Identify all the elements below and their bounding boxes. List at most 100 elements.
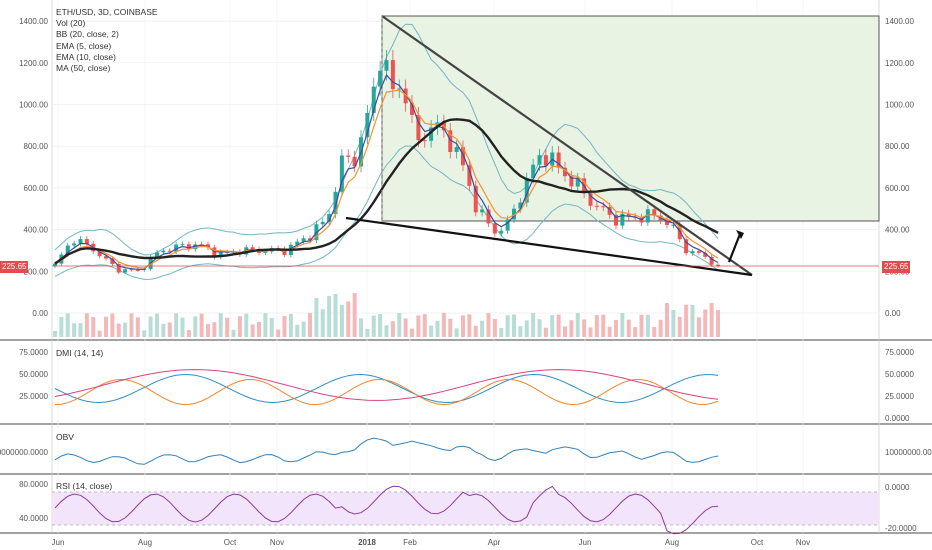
volume-bar xyxy=(231,329,236,337)
last-price-tag-left: 225.65 xyxy=(0,261,29,273)
volume-bar xyxy=(263,313,268,337)
volume-bar xyxy=(429,325,434,337)
volume-bar xyxy=(633,327,638,337)
dmi-tick-left: 75.0000 xyxy=(19,348,48,357)
candle-body xyxy=(378,70,383,87)
rsi-pane-label[interactable]: RSI (14, close) xyxy=(56,481,113,491)
legend-ema10[interactable]: EMA (10, close) xyxy=(56,51,116,62)
volume-bar xyxy=(295,324,300,337)
volume-bar xyxy=(422,314,427,337)
candle-body xyxy=(410,103,414,115)
candle-body xyxy=(486,209,491,224)
volume-bar xyxy=(441,313,446,337)
candle-body xyxy=(352,156,357,167)
breakout-arrow[interactable] xyxy=(727,230,744,263)
candle-body xyxy=(588,193,593,206)
candle-body xyxy=(295,241,300,245)
legend-symbol[interactable]: ETH/USD, 3D, COINBASE xyxy=(56,7,158,17)
volume-bar xyxy=(378,314,383,337)
volume-bar xyxy=(677,316,682,337)
volume-bar xyxy=(531,313,536,337)
dmi-tick-right: 25.0000 xyxy=(885,392,914,401)
candle-body xyxy=(512,208,516,220)
volume-bar xyxy=(59,316,64,337)
rsi-tick-left: 80.0000 xyxy=(19,480,48,489)
volume-bar xyxy=(518,326,523,337)
volume-bar xyxy=(199,313,204,337)
candle-body xyxy=(569,176,574,187)
volume-bar xyxy=(314,298,319,337)
legend-ema5[interactable]: EMA (5, close) xyxy=(56,40,112,51)
volume-bar xyxy=(716,310,720,337)
candle-body xyxy=(703,252,708,257)
volume-bar xyxy=(607,326,612,337)
candle-body xyxy=(620,213,625,226)
price-tick-left: 1200.00 xyxy=(19,59,48,68)
volume-bar xyxy=(639,314,644,337)
dmi-minus-line xyxy=(54,378,719,406)
dmi-tick-left: 50.0000 xyxy=(19,370,48,379)
candle-body xyxy=(53,263,57,267)
volume-bar xyxy=(569,320,574,337)
candle-body xyxy=(365,112,370,138)
obv-pane-label[interactable]: OBV xyxy=(56,432,74,442)
candle-body xyxy=(716,264,720,266)
candle-body xyxy=(671,224,676,226)
price-tick-right: 600.00 xyxy=(885,184,910,193)
time-tick: Nov xyxy=(796,538,810,547)
candle-body xyxy=(123,269,128,273)
candle-body xyxy=(84,239,89,244)
volume-bar xyxy=(53,331,57,337)
price-tick-right: 1000.00 xyxy=(885,101,914,110)
volume-bar xyxy=(684,304,689,337)
volume-bar xyxy=(473,325,478,337)
volume-bar xyxy=(390,321,395,337)
candle-body xyxy=(155,252,159,258)
legend-ma50[interactable]: MA (50, close) xyxy=(56,63,111,74)
volume-bar xyxy=(282,316,287,337)
volume-bar xyxy=(454,328,459,337)
volume-bar xyxy=(225,317,230,337)
candle-body xyxy=(250,247,255,250)
volume-bar xyxy=(435,320,440,337)
volume-bar xyxy=(104,316,108,337)
legend-bb[interactable]: BB (20, close, 2) xyxy=(56,29,119,40)
candle-body xyxy=(575,178,580,187)
price-tick-right: 400.00 xyxy=(885,226,910,235)
volume-bar xyxy=(563,326,567,337)
candle-body xyxy=(180,244,185,246)
obv-tick-right: 10000000.0000 xyxy=(885,448,932,457)
volume-bar xyxy=(397,313,402,337)
candle-body xyxy=(518,202,523,209)
candle-body xyxy=(709,256,714,265)
volume-bar xyxy=(352,293,357,337)
volume-bar xyxy=(512,314,516,337)
time-tick: Jun xyxy=(52,538,65,547)
candle-body xyxy=(104,256,108,259)
volume-bar xyxy=(556,314,561,337)
candle-body xyxy=(607,206,612,215)
candle-body xyxy=(652,209,657,216)
candle-body xyxy=(690,251,695,254)
price-tick-right: 800.00 xyxy=(885,142,910,151)
trendline-lower[interactable] xyxy=(345,216,753,277)
legend-volume[interactable]: Vol (20) xyxy=(56,18,86,29)
dmi-tick-left: 25.0000 xyxy=(19,392,48,401)
candle-body xyxy=(531,164,536,178)
trendline-upper[interactable] xyxy=(381,15,753,276)
volume-bars xyxy=(53,293,720,337)
volume-bar xyxy=(582,319,587,337)
volume-bar xyxy=(97,330,102,337)
candle-body xyxy=(499,230,504,234)
volume-bar xyxy=(276,329,281,337)
volume-bar xyxy=(365,328,370,337)
volume-bar xyxy=(218,313,223,337)
candle-body xyxy=(97,251,102,257)
dmi-pane-label[interactable]: DMI (14, 14) xyxy=(56,348,104,358)
volume-bar xyxy=(174,313,179,337)
volume-bar xyxy=(180,317,185,337)
candle-body xyxy=(263,251,268,253)
candle-body xyxy=(333,191,338,215)
candle-body xyxy=(390,60,395,90)
